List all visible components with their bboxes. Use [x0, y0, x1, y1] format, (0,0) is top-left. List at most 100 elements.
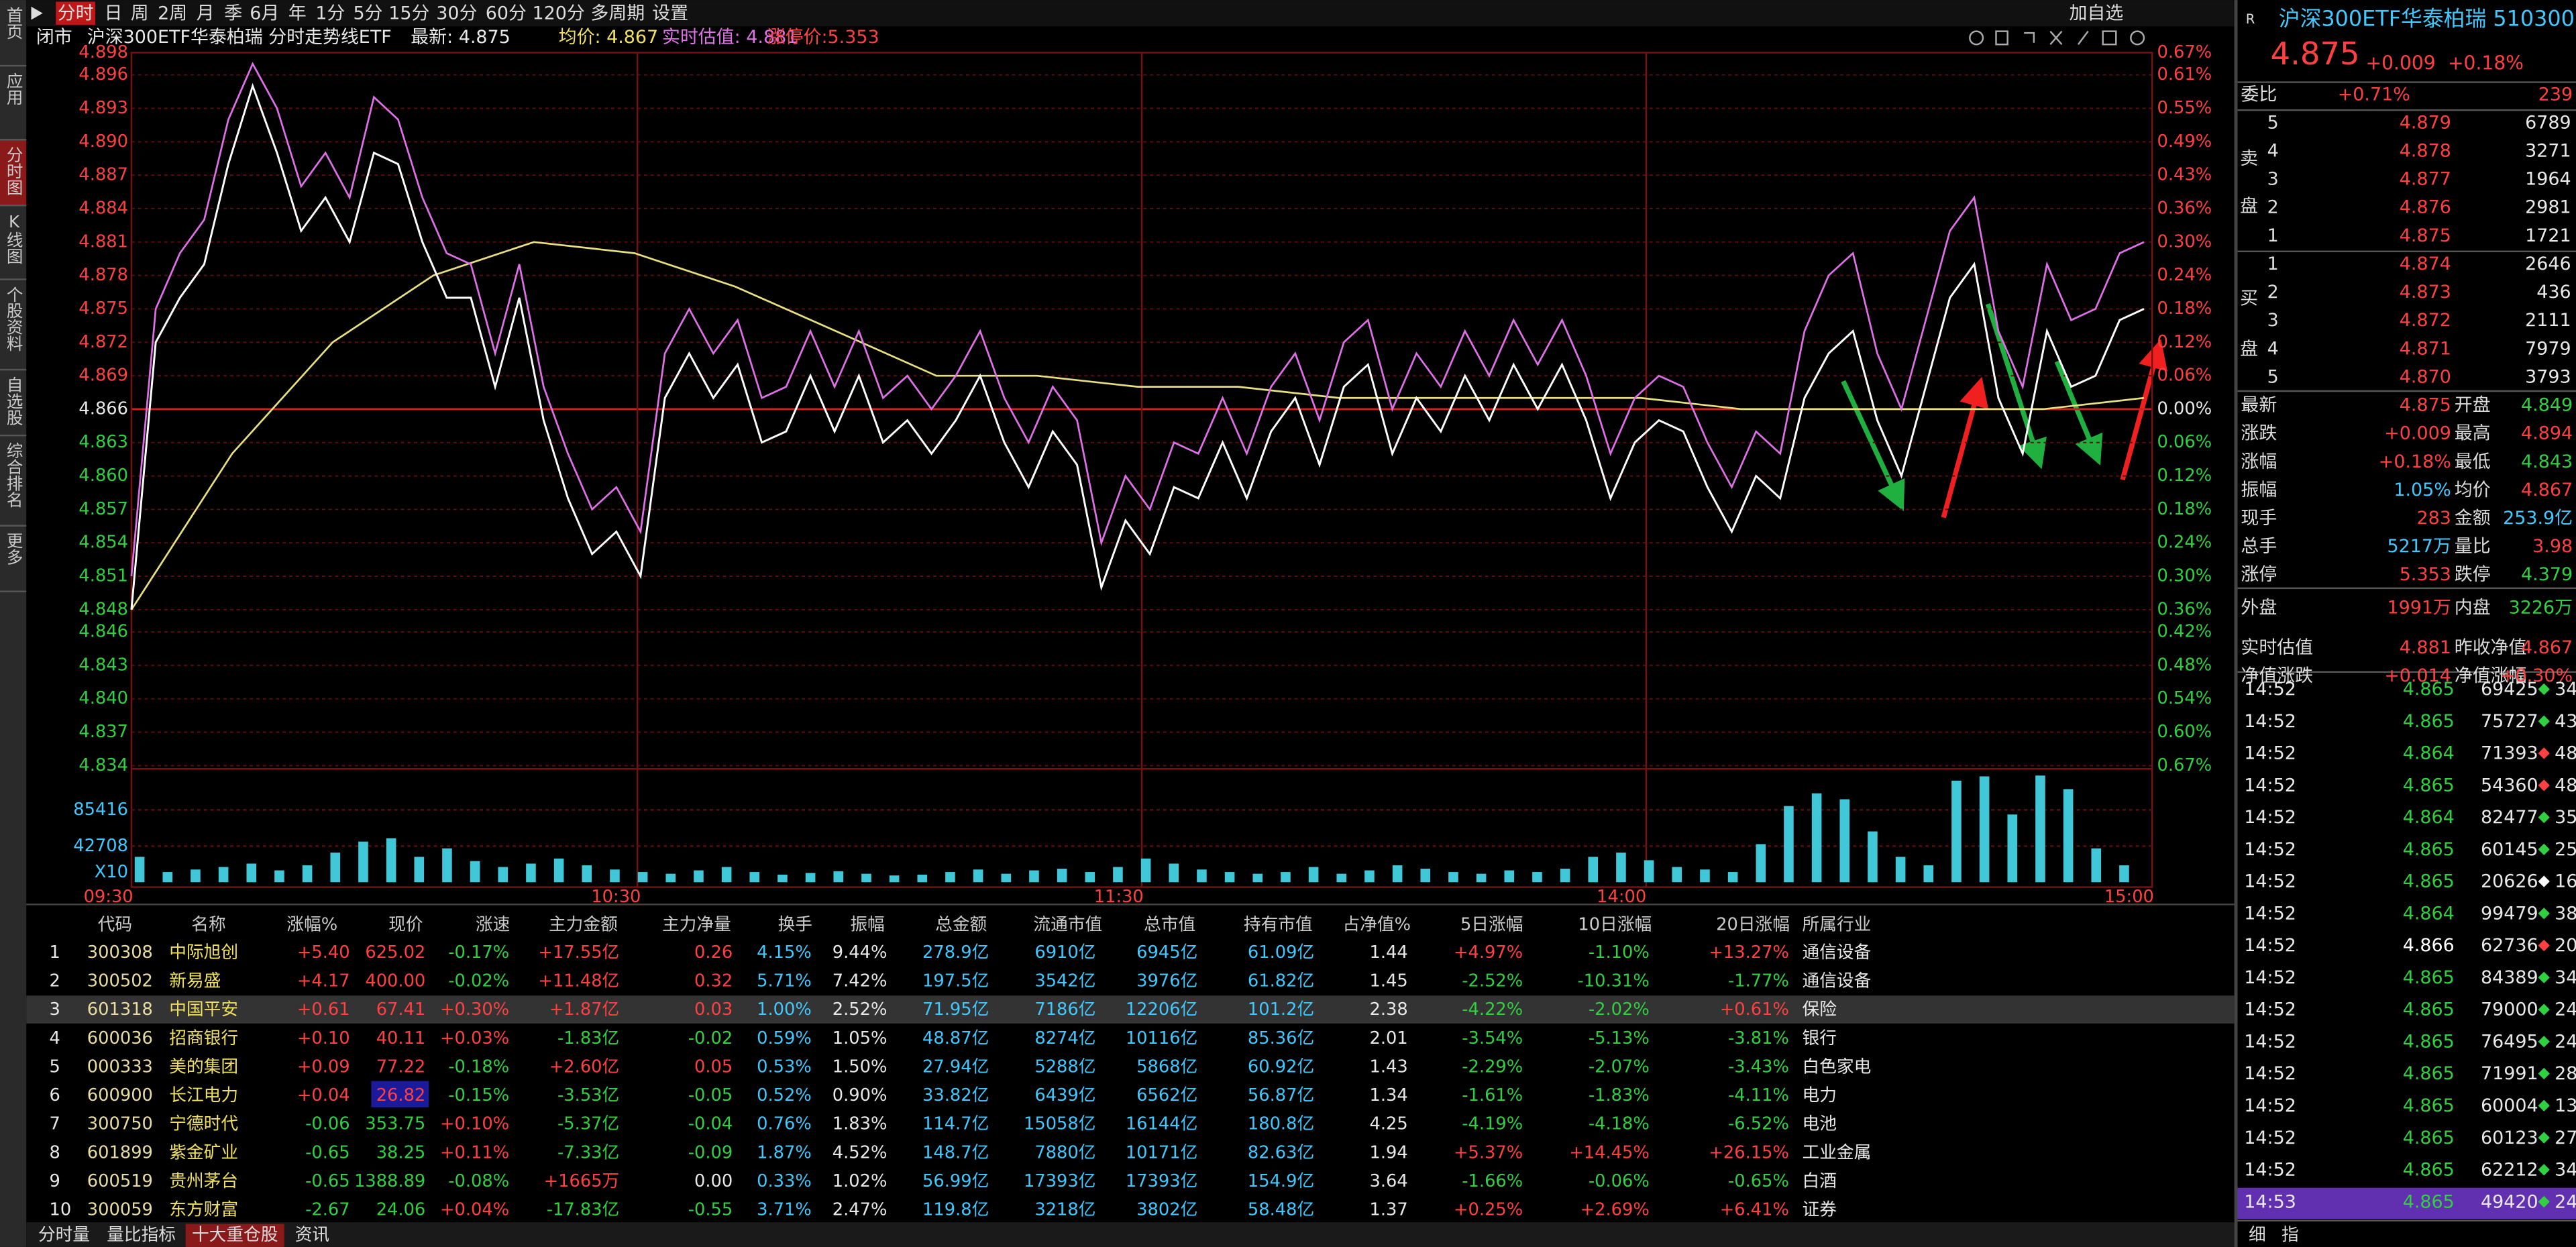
panel-mark: R [2246, 11, 2255, 27]
table-cell: 101.2亿 [1248, 999, 1314, 1020]
side-tab[interactable]: 自选股 [5, 376, 24, 425]
table-divider [26, 904, 2235, 906]
period-tab[interactable]: 季 [224, 3, 242, 23]
table-cell: -2.52% [1462, 971, 1523, 991]
bottom-tab[interactable]: 量比指标 [107, 1225, 176, 1245]
volume-bar [2035, 775, 2045, 883]
column-header[interactable]: 5日涨幅 [1460, 914, 1523, 934]
volume-bar [553, 858, 564, 883]
column-header[interactable]: 20日涨幅 [1716, 914, 1790, 934]
volume-bar [1839, 799, 1850, 883]
table-cell: -0.55 [688, 1200, 733, 1220]
table-cell: -0.04 [688, 1114, 733, 1134]
table-cell: 300308 [87, 942, 153, 963]
side-tab[interactable]: 个股资料 [5, 286, 24, 351]
table-cell: -0.02 [688, 1028, 733, 1048]
table-cell: -6.52% [1728, 1114, 1789, 1134]
tick-volume: 99479 [2481, 903, 2538, 924]
stat-value: 283 [2416, 508, 2451, 529]
period-tab[interactable]: 15分 [388, 3, 429, 23]
active-period [56, 1, 96, 25]
column-header[interactable]: 换手 [778, 914, 812, 934]
panel-tab[interactable]: 指 [2282, 1225, 2299, 1245]
side-tab[interactable]: 应用 [5, 72, 24, 105]
table-cell: -0.08% [448, 1171, 509, 1191]
column-header[interactable]: 占净值% [1342, 914, 1411, 934]
column-header[interactable]: 10日涨幅 [1578, 914, 1652, 934]
volume-bar [777, 874, 788, 883]
period-tab[interactable]: 5分 [354, 3, 383, 23]
period-tab[interactable]: 周 [131, 3, 149, 23]
column-header[interactable]: 名称 [191, 914, 225, 934]
column-header[interactable]: 总金额 [935, 914, 987, 934]
ratio-diff: 239 [2538, 85, 2573, 105]
column-header[interactable]: 代码 [98, 914, 132, 934]
column-header[interactable]: 所属行业 [1803, 914, 1872, 934]
add-watchlist[interactable]: 加自选 [2070, 3, 2124, 23]
volume-bar [1560, 869, 1570, 883]
volume-bar [1448, 872, 1458, 883]
table-cell: 600519 [87, 1171, 153, 1191]
column-header[interactable]: 涨速 [476, 914, 510, 934]
y-tick-label: 4.863 [78, 432, 128, 452]
table-cell: 148.7亿 [922, 1142, 989, 1162]
bottom-tab[interactable]: 十大重仓股 [192, 1225, 278, 1245]
side-tab[interactable]: 综合排名 [5, 441, 24, 507]
column-header[interactable]: 持有市值 [1244, 914, 1313, 934]
table-cell: -2.67 [305, 1200, 350, 1220]
table-cell: -0.65 [305, 1171, 350, 1191]
period-tab[interactable]: 2周 [158, 3, 187, 23]
column-header[interactable]: 主力净量 [662, 914, 731, 934]
table-cell: 33.82亿 [922, 1085, 989, 1105]
volume-bar [1392, 865, 1403, 883]
book-volume: 7979 [2525, 338, 2571, 359]
column-header[interactable]: 流通市值 [1033, 914, 1102, 934]
table-cell: 9.44% [833, 942, 888, 963]
bottom-tab[interactable]: 分时量 [38, 1225, 90, 1245]
column-header[interactable]: 现价 [388, 914, 423, 934]
period-tab[interactable]: 6月 [250, 3, 279, 23]
tick-volume: 54360 [2481, 775, 2538, 796]
period-tab[interactable]: 30分 [436, 3, 477, 23]
period-tab[interactable]: 分时 [58, 3, 94, 23]
period-tab[interactable]: 年 [288, 3, 307, 23]
table-cell: -3.81% [1728, 1028, 1789, 1048]
table-cell: -1.77% [1728, 971, 1789, 991]
period-tab[interactable]: 日 [105, 3, 123, 23]
volume-bar [442, 848, 452, 883]
column-header[interactable]: 主力金额 [549, 914, 618, 934]
side-tab[interactable]: 更多 [5, 533, 24, 565]
table-cell: -0.65% [1728, 1171, 1789, 1191]
period-tab[interactable]: 1分 [315, 3, 345, 23]
period-tab[interactable]: 多周期 [590, 3, 645, 23]
active-bottom-tab [185, 1224, 284, 1247]
tick-volume: 75727 [2481, 711, 2538, 732]
side-tab[interactable]: 首页 [5, 6, 24, 39]
tick-count: 24 [2555, 1031, 2576, 1052]
book-side: 卖 [2240, 148, 2258, 169]
table-cell: -4.11% [1728, 1085, 1789, 1105]
volume-bar [1113, 867, 1123, 883]
panel-tab[interactable]: 细 [2249, 1225, 2266, 1245]
side-tab[interactable]: 分时图 [5, 146, 24, 196]
table-cell: 证券 [1803, 1200, 1837, 1220]
column-header[interactable]: 总市值 [1144, 914, 1195, 934]
bottom-tab[interactable]: 资讯 [295, 1225, 329, 1245]
table-cell: 10 [49, 1200, 71, 1220]
column-header[interactable]: 涨幅% [286, 914, 337, 934]
tick-time: 14:52 [2244, 743, 2296, 764]
period-tab[interactable]: 120分 [532, 3, 584, 23]
pct-tick-label: 0.24% [2157, 533, 2212, 553]
book-level: 1 [2267, 254, 2279, 274]
tick-volume: 62736 [2481, 935, 2538, 956]
tick-volume: 49420 [2481, 1191, 2538, 1212]
stat-label: 最低 [2455, 451, 2491, 472]
y-tick-label: 4.851 [78, 566, 128, 586]
period-tab[interactable]: 60分 [486, 3, 527, 23]
period-tab[interactable]: 月 [197, 3, 215, 23]
side-tab[interactable]: K线图 [5, 212, 24, 264]
book-price: 4.876 [2400, 197, 2451, 218]
y-tick-label: 4.893 [78, 98, 128, 118]
period-tab[interactable]: 设置 [652, 3, 688, 23]
column-header[interactable]: 振幅 [850, 914, 884, 934]
